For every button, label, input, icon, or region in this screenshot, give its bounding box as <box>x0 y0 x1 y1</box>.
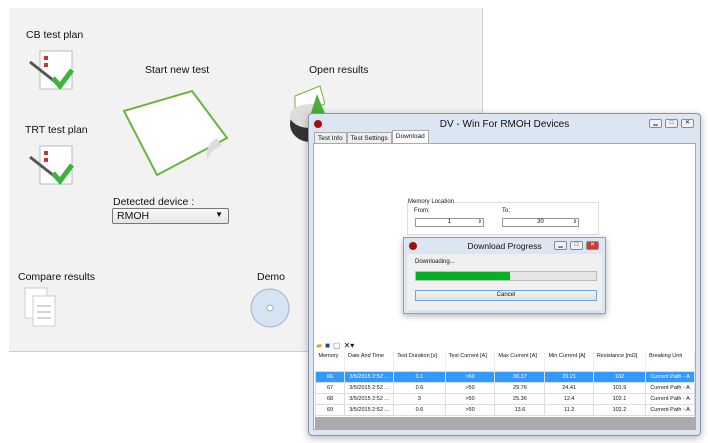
column-header[interactable]: Date And Time <box>344 352 395 371</box>
memory-location-legend: Memory Location <box>408 199 455 205</box>
to-value: 30 <box>537 219 544 225</box>
app-icon <box>314 120 322 128</box>
column-header[interactable]: Min Current [A] <box>544 352 594 371</box>
column-header[interactable]: Memory <box>315 352 345 371</box>
table-cell: 3/5/2015 2:52 ... <box>343 392 395 405</box>
trt-test-plan-label[interactable]: TRT test plan <box>25 124 88 136</box>
table-cell: 24.41 <box>544 381 594 394</box>
from-label: From: <box>414 208 430 214</box>
table-empty-area <box>315 417 695 430</box>
window-title: DV - Win For RMOH Devices <box>439 119 570 130</box>
table-cell: >50 <box>444 370 496 383</box>
new-document-icon[interactable] <box>122 83 232 179</box>
table-cell: Current Path - A <box>645 403 695 416</box>
table-cell: 12.4 <box>544 392 594 405</box>
table-cell: 69 <box>315 403 345 416</box>
table-cell: 68 <box>315 392 345 405</box>
device-dropdown-value: RMOH <box>117 210 150 222</box>
download-status: Downloading... <box>415 259 455 265</box>
progress-fill <box>416 272 510 280</box>
table-cell: 66 <box>315 370 345 383</box>
table-cell: 0.1 <box>393 370 446 383</box>
table-cell: 29.21 <box>544 370 594 383</box>
tab-download[interactable]: Download <box>391 130 429 144</box>
open-results-label[interactable]: Open results <box>309 64 369 76</box>
maximize-button[interactable]: □ <box>665 119 678 128</box>
dialog-maximize-button[interactable]: □ <box>570 241 583 250</box>
spin-arrows-icon[interactable]: ⇕ <box>572 219 577 225</box>
demo-disc-icon[interactable] <box>250 288 290 328</box>
spin-arrows-icon[interactable]: ⇕ <box>477 219 482 225</box>
from-value: 1 <box>447 219 452 225</box>
column-header[interactable]: Max Current [A] <box>494 352 546 371</box>
table-cell: 102 <box>592 370 647 383</box>
table-cell: 101.9 <box>592 381 647 394</box>
table-cell: >50 <box>444 381 496 394</box>
to-label: To: <box>502 208 511 214</box>
table-cell: >50 <box>444 392 496 405</box>
table-cell: >50 <box>444 403 496 416</box>
table-cell: Current Path - A <box>645 381 695 394</box>
table-cell: 102.1 <box>592 392 647 405</box>
table-row[interactable]: 66 3/5/2015 2:52 ... 0.1 >50 30.37 29.21 102 Cu… <box>315 370 695 383</box>
to-stepper[interactable]: 30 ⇕ <box>502 218 579 227</box>
delete-dropdown-icon[interactable]: ✕▾ <box>343 341 355 350</box>
chevron-down-icon: ▼ <box>215 210 223 219</box>
download-progress-dialog: Download Progress ▁ □ ✕ Downloading... Can… <box>403 237 606 314</box>
cancel-button[interactable]: Cancel <box>415 290 597 301</box>
table-cell: 11.2 <box>544 403 594 416</box>
table-cell: 3 <box>393 392 446 405</box>
table-cell: Current Path - A <box>645 370 695 383</box>
tab-test-info[interactable]: Test Info <box>314 132 347 144</box>
memory-location-group: Memory Location <box>407 199 599 235</box>
download-progress-bar <box>415 271 597 281</box>
minimize-button[interactable]: ▁ <box>649 119 662 128</box>
column-header[interactable]: Breaking Unit <box>645 352 695 371</box>
results-toolbar: ▰ ■ ▢ ✕▾ <box>316 341 354 350</box>
compare-documents-icon[interactable] <box>23 286 63 328</box>
table-cell: 3/5/2015 2:52 ... <box>343 403 395 416</box>
dialog-minimize-button[interactable]: ▁ <box>554 241 567 250</box>
dialog-close-button[interactable]: ✕ <box>586 241 599 250</box>
document-icon[interactable]: ▢ <box>333 341 341 350</box>
dialog-title: Download Progress <box>467 241 542 251</box>
from-stepper[interactable]: 1 ⇕ <box>415 218 484 227</box>
window-titlebar: DV - Win For RMOH Devices ▁ □ ✕ <box>309 114 700 135</box>
dialog-app-icon <box>409 242 417 250</box>
table-cell: 13.6 <box>494 403 546 416</box>
device-dropdown[interactable]: RMOH ▼ <box>112 208 229 224</box>
trt-test-plan-icon[interactable] <box>28 143 78 188</box>
column-header[interactable]: Resistance [mΩ] <box>593 352 647 371</box>
open-folder-icon[interactable]: ▰ <box>316 341 323 350</box>
table-cell: 25.36 <box>494 392 546 405</box>
compare-results-label[interactable]: Compare results <box>18 271 96 283</box>
column-header[interactable]: Test Duration [s] <box>393 352 446 371</box>
table-cell: 67 <box>315 381 345 394</box>
table-row[interactable]: 67 3/5/2015 2:52 ... 0.6 >50 29.76 24.41 101.9… <box>315 381 695 394</box>
column-header[interactable]: Test Current [A] <box>445 352 496 371</box>
table-cell: 102.2 <box>592 403 647 416</box>
cb-test-plan-icon[interactable] <box>28 48 78 93</box>
start-new-test-label[interactable]: Start new test <box>145 64 210 76</box>
close-button[interactable]: ✕ <box>681 119 694 128</box>
cb-test-plan-label[interactable]: CB test plan <box>26 29 84 41</box>
table-cell: 0.6 <box>393 403 446 416</box>
table-cell: 29.76 <box>494 381 546 394</box>
save-icon[interactable]: ■ <box>325 341 330 350</box>
download-tab-content: Memory Location From: To: 1 ⇕ 30 ⇕ ▰ ■ ▢ ✕… <box>313 143 696 430</box>
demo-label[interactable]: Demo <box>257 271 286 283</box>
table-cell: 3/5/2015 2:52 ... <box>343 370 395 383</box>
table-row[interactable]: 68 3/5/2015 2:52 ... 3 >50 25.36 12.4 102.1 Cur… <box>315 392 695 405</box>
results-table: Memory Date And Time Test Duration [s] Test… <box>315 352 695 416</box>
table-cell: 30.37 <box>494 370 546 383</box>
table-cell: Current Path - A <box>645 392 695 405</box>
detected-device-label: Detected device : <box>113 196 195 208</box>
table-cell: 0.6 <box>393 381 446 394</box>
table-row[interactable]: 69 3/5/2015 2:52 ... 0.6 >50 13.6 11.2 102.2 Cu… <box>315 403 695 416</box>
tab-test-settings[interactable]: Test Settings <box>346 132 392 144</box>
table-cell: 3/5/2015 2:52 ... <box>343 381 395 394</box>
